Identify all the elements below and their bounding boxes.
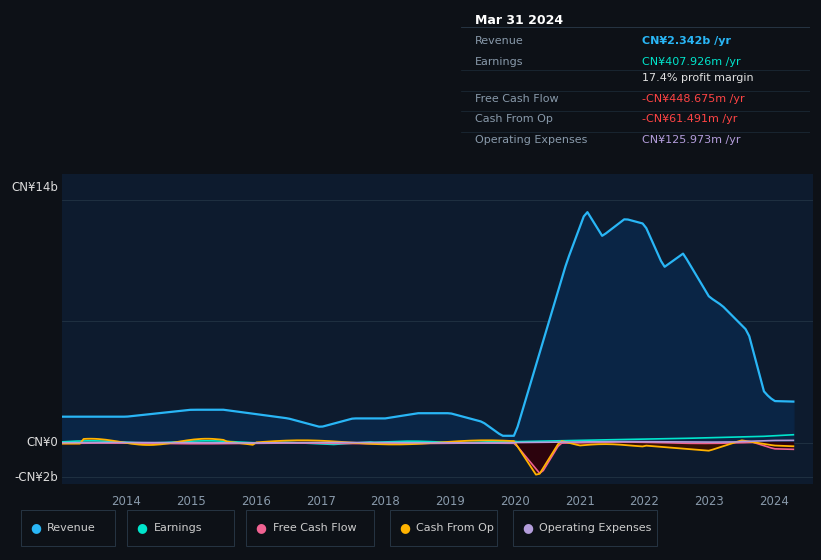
Text: CN¥407.926m /yr: CN¥407.926m /yr [642, 57, 741, 67]
Text: Revenue: Revenue [47, 523, 95, 533]
Text: ●: ● [522, 521, 534, 534]
Text: -CN¥61.491m /yr: -CN¥61.491m /yr [642, 114, 738, 124]
Text: Operating Expenses: Operating Expenses [475, 135, 588, 145]
Text: CN¥14b: CN¥14b [11, 181, 57, 194]
Text: ●: ● [255, 521, 267, 534]
Text: Free Cash Flow: Free Cash Flow [273, 523, 356, 533]
Text: Earnings: Earnings [154, 523, 202, 533]
Text: CN¥0: CN¥0 [26, 436, 57, 449]
Text: Operating Expenses: Operating Expenses [539, 523, 652, 533]
Text: Revenue: Revenue [475, 36, 524, 46]
Text: CN¥2.342b /yr: CN¥2.342b /yr [642, 36, 732, 46]
Text: Cash From Op: Cash From Op [416, 523, 494, 533]
Text: Free Cash Flow: Free Cash Flow [475, 94, 559, 104]
Text: ●: ● [136, 521, 148, 534]
Text: -CN¥2b: -CN¥2b [14, 471, 57, 484]
Text: Cash From Op: Cash From Op [475, 114, 553, 124]
Text: -CN¥448.675m /yr: -CN¥448.675m /yr [642, 94, 745, 104]
Text: 17.4% profit margin: 17.4% profit margin [642, 73, 754, 83]
Text: CN¥125.973m /yr: CN¥125.973m /yr [642, 135, 741, 145]
Text: ●: ● [399, 521, 410, 534]
Text: Earnings: Earnings [475, 57, 524, 67]
Text: Mar 31 2024: Mar 31 2024 [475, 14, 563, 27]
Text: ●: ● [30, 521, 41, 534]
